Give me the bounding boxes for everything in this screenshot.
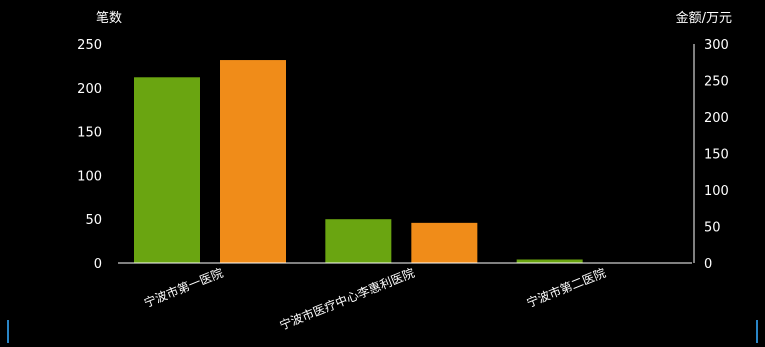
left-tick-label: 100 <box>77 169 102 184</box>
right-tick-label: 0 <box>704 257 712 272</box>
left-tick-label: 150 <box>77 126 102 141</box>
left-tick-label: 250 <box>77 38 102 53</box>
bar-group <box>134 60 583 264</box>
right-tick-label: 300 <box>704 38 729 53</box>
category-label: 宁波市第二医院 <box>524 265 608 310</box>
category-label: 宁波市医疗中心李惠利医院 <box>277 265 416 333</box>
right-tick-label: 150 <box>704 148 729 163</box>
left-tick-label: 0 <box>94 257 102 272</box>
left-tick-label: 50 <box>85 213 102 228</box>
right-axis-ticks: 0 50 100 150 200 250 300 <box>704 38 729 272</box>
right-tick-label: 50 <box>704 221 721 236</box>
right-axis-title: 金额/万元 <box>676 10 732 26</box>
left-axis-title: 笔数 <box>96 10 122 26</box>
right-tick-label: 250 <box>704 75 729 90</box>
bar-amount-1 <box>220 60 286 264</box>
bar-count-1 <box>134 77 200 264</box>
left-tick-label: 200 <box>77 82 102 97</box>
bar-count-3 <box>516 259 583 263</box>
category-labels: 宁波市第一医院 宁波市医疗中心李惠利医院 宁波市第二医院 <box>142 265 608 333</box>
left-axis-ticks: 0 50 100 150 200 250 <box>77 38 102 272</box>
right-tick-label: 100 <box>704 184 729 199</box>
bar-amount-2 <box>411 222 478 263</box>
bar-count-2 <box>325 219 392 263</box>
category-label: 宁波市第一医院 <box>142 265 226 310</box>
right-tick-label: 200 <box>704 111 729 126</box>
